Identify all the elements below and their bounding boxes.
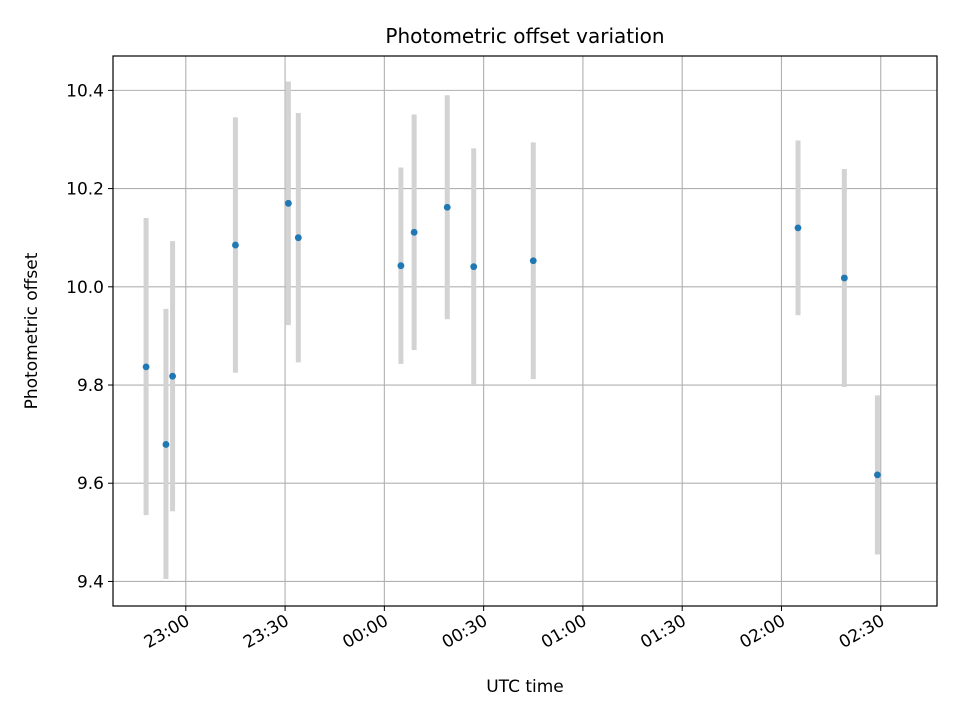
- data-point: [294, 234, 302, 242]
- y-tick-label: 10.0: [66, 278, 104, 298]
- data-point: [162, 441, 170, 448]
- x-tick-label: 00:30: [439, 611, 491, 653]
- plot-frame: [112, 55, 938, 607]
- x-tick-label: 02:00: [737, 611, 789, 653]
- data-point: [410, 228, 418, 236]
- y-tick-label: 10.2: [66, 180, 104, 200]
- y-tick-label: 9.4: [77, 572, 104, 592]
- data-point: [169, 372, 176, 380]
- data-points: [142, 199, 881, 479]
- data-point: [874, 471, 881, 479]
- data-point: [443, 203, 451, 211]
- x-tick-label: 01:30: [637, 611, 689, 653]
- y-tick-label: 10.4: [66, 81, 104, 101]
- data-point: [284, 199, 292, 207]
- y-axis-ticks: 9.4 9.6 9.8 10.0 10.2 10.4: [66, 81, 113, 592]
- data-point: [529, 257, 537, 265]
- y-axis-label: Photometric offset: [22, 252, 42, 409]
- x-tick-label: 00:00: [339, 611, 391, 653]
- data-point: [840, 274, 848, 282]
- error-bars: [143, 81, 880, 579]
- x-tick-label: 02:30: [836, 611, 888, 653]
- x-tick-label: 23:00: [141, 611, 193, 653]
- y-tick-label: 9.8: [77, 376, 104, 396]
- data-point: [397, 262, 405, 270]
- data-point: [794, 224, 802, 232]
- data-point: [470, 263, 478, 271]
- x-axis-label: UTC time: [486, 677, 564, 697]
- x-tick-label: 23:30: [240, 611, 292, 653]
- x-axis-ticks: 23:00 23:30 00:00 00:30 01:00 01:30 02:00 02:30: [141, 606, 888, 653]
- x-tick-label: 01:00: [538, 611, 590, 653]
- chart-title: Photometric offset variation: [385, 24, 664, 48]
- y-tick-label: 9.6: [77, 474, 104, 494]
- data-point: [232, 241, 239, 249]
- data-point: [142, 363, 150, 371]
